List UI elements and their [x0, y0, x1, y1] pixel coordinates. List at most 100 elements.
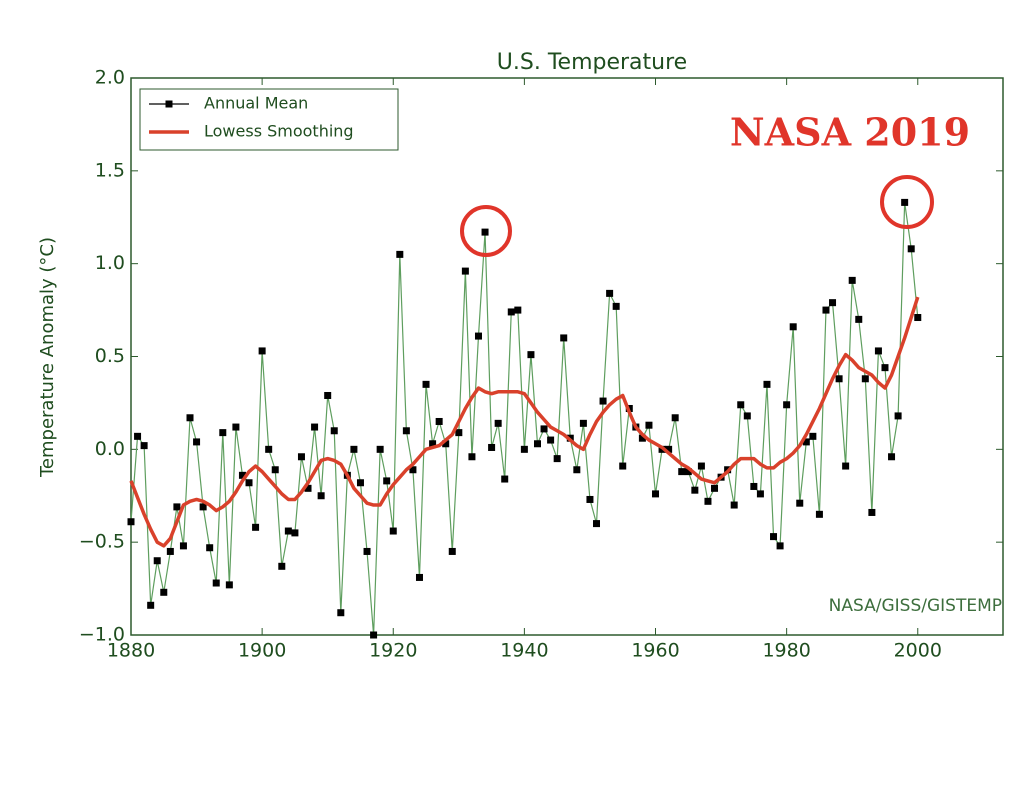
data-point — [265, 445, 273, 453]
data-point — [822, 306, 830, 314]
data-point — [166, 547, 174, 555]
data-point — [488, 443, 496, 451]
data-point — [756, 490, 764, 498]
highlight-circle — [880, 175, 934, 229]
data-point — [776, 542, 784, 550]
source-note: NASA/GISS/GISTEMP — [829, 596, 1002, 616]
plot-area: 1880 1900 1920 1940 1960 1980 2000 −1.0 −0.5 0.0 0… — [79, 67, 1004, 662]
data-point — [684, 468, 692, 476]
data-point — [173, 503, 181, 511]
data-point — [802, 438, 810, 446]
data-point — [514, 306, 522, 314]
data-point — [291, 529, 299, 537]
data-point — [547, 436, 555, 444]
x-tick-label: 1980 — [762, 640, 810, 662]
highlight-circle — [460, 205, 512, 257]
data-point — [258, 347, 266, 355]
data-point — [507, 308, 515, 316]
x-tick-label: 1920 — [369, 640, 417, 662]
data-point — [153, 557, 161, 565]
data-point — [730, 501, 738, 509]
data-point — [271, 466, 279, 474]
data-point — [396, 250, 404, 258]
annotation: NASA 2019 — [730, 110, 970, 155]
data-point — [179, 542, 187, 550]
data-point — [252, 523, 260, 531]
data-point — [468, 453, 476, 461]
y-axis-label: Temperature Anomaly (°C) — [37, 237, 58, 478]
lowess-line — [129, 296, 920, 548]
data-point — [278, 562, 286, 570]
data-point — [501, 475, 509, 483]
y-tick-label: −1.0 — [79, 624, 125, 646]
data-point — [888, 453, 896, 461]
data-point — [914, 314, 922, 322]
data-point — [750, 482, 758, 490]
data-point — [461, 267, 469, 275]
data-point — [284, 527, 292, 535]
data-point — [874, 347, 882, 355]
data-point — [593, 520, 601, 528]
data-point — [553, 455, 561, 463]
data-point — [697, 462, 705, 470]
data-point — [199, 503, 207, 511]
data-point — [770, 533, 778, 541]
data-point — [245, 479, 253, 487]
x-tick-label: 1940 — [500, 640, 548, 662]
legend: Annual Mean Lowess Smoothing — [139, 88, 399, 151]
data-point — [311, 423, 319, 431]
data-point — [711, 484, 719, 492]
data-point — [127, 518, 135, 526]
y-tick-label: 0.0 — [95, 438, 125, 460]
data-point — [186, 414, 194, 422]
data-point — [409, 466, 417, 474]
data-point — [809, 432, 817, 440]
data-point — [370, 631, 378, 639]
data-point — [232, 423, 240, 431]
data-point — [619, 462, 627, 470]
data-point — [560, 334, 568, 342]
data-point — [147, 601, 155, 609]
data-point — [376, 445, 384, 453]
annual-mean-line — [130, 201, 919, 636]
data-point — [533, 440, 541, 448]
data-point — [317, 492, 325, 500]
data-point — [481, 228, 489, 236]
legend-label: Annual Mean — [204, 94, 308, 113]
x-tick-label: 1900 — [238, 640, 286, 662]
data-point — [881, 364, 889, 372]
data-point — [520, 445, 528, 453]
data-point — [337, 609, 345, 617]
data-point — [140, 442, 148, 450]
data-point — [527, 351, 535, 359]
data-point — [783, 401, 791, 409]
data-point — [435, 417, 443, 425]
data-point — [219, 429, 227, 437]
data-point — [402, 427, 410, 435]
data-point — [474, 332, 482, 340]
data-point — [363, 547, 371, 555]
x-tick-label: 1960 — [631, 640, 679, 662]
data-point — [389, 527, 397, 535]
data-point — [789, 323, 797, 331]
data-point — [612, 302, 620, 310]
data-point — [737, 401, 745, 409]
data-point — [796, 499, 804, 507]
data-point — [842, 462, 850, 470]
data-point — [829, 299, 837, 307]
data-point — [579, 419, 587, 427]
data-point — [704, 497, 712, 505]
data-point — [448, 547, 456, 555]
data-point — [415, 573, 423, 581]
data-point — [599, 397, 607, 405]
data-point — [743, 412, 751, 420]
y-tick-label: 1.0 — [95, 252, 125, 274]
data-point — [573, 466, 581, 474]
data-point — [901, 198, 909, 206]
data-point — [422, 380, 430, 388]
data-point — [835, 375, 843, 383]
x-tick-label: 2000 — [894, 640, 942, 662]
data-point — [868, 508, 876, 516]
data-point — [193, 438, 201, 446]
